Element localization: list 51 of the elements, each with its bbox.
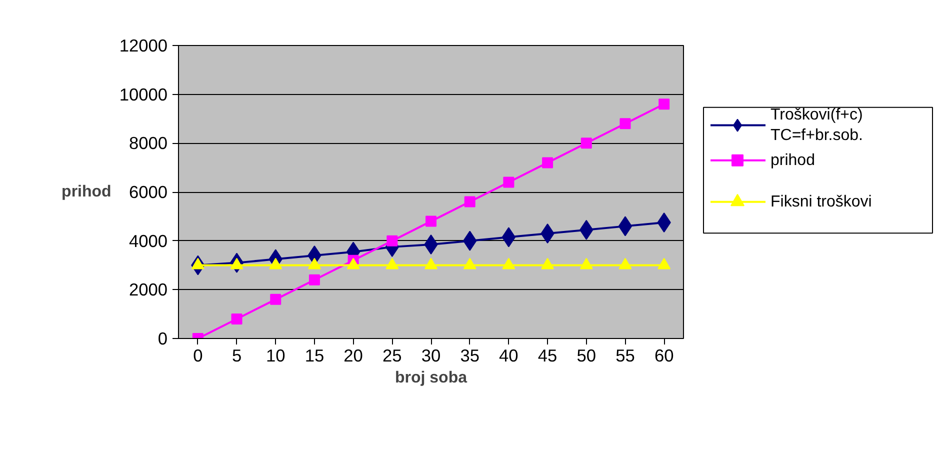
point bbox=[191, 258, 204, 270]
legend-label: prihod bbox=[770, 152, 815, 169]
point bbox=[424, 258, 438, 270]
point bbox=[503, 176, 514, 188]
point bbox=[464, 196, 476, 208]
x-axis-title: broj soba bbox=[394, 370, 468, 386]
y-tick-label: 4000 bbox=[128, 230, 168, 251]
point bbox=[270, 294, 282, 305]
x-tick-label: 50 bbox=[576, 346, 596, 366]
point bbox=[658, 98, 670, 110]
y-tick-label: 0 bbox=[158, 328, 168, 348]
y-tick-label: 10000 bbox=[119, 84, 168, 104]
x-tick-label: 15 bbox=[304, 346, 324, 366]
point bbox=[580, 258, 593, 270]
x-tick-label: 45 bbox=[538, 346, 558, 366]
x-tick-label: 30 bbox=[421, 346, 441, 366]
point bbox=[386, 258, 399, 270]
x-tick-label: 55 bbox=[616, 346, 635, 366]
point bbox=[426, 216, 436, 227]
x-tick-label: 35 bbox=[460, 346, 480, 366]
x-tick-label: 25 bbox=[382, 346, 402, 366]
point bbox=[542, 157, 554, 168]
y-tick-label: 8000 bbox=[128, 133, 168, 154]
point bbox=[541, 258, 554, 270]
point bbox=[230, 258, 244, 270]
y-axis-title: prihod bbox=[62, 184, 112, 200]
x-tick-label: 0 bbox=[193, 346, 203, 366]
point bbox=[502, 227, 516, 248]
point bbox=[231, 313, 242, 324]
y-tick-label: 12000 bbox=[119, 36, 168, 56]
x-tick-label: 5 bbox=[232, 346, 242, 366]
point bbox=[308, 274, 320, 286]
legend-label: Troškovi(f+c) TC=f+br.sob. bbox=[770, 106, 863, 144]
x-tick-label: 60 bbox=[654, 346, 674, 366]
x-tick-label: 40 bbox=[499, 346, 518, 366]
x-tick-label: 10 bbox=[266, 346, 286, 366]
point bbox=[618, 216, 632, 236]
point bbox=[618, 258, 632, 270]
point bbox=[463, 258, 476, 270]
point bbox=[658, 258, 671, 270]
point bbox=[308, 258, 321, 270]
point bbox=[580, 138, 592, 149]
point bbox=[502, 258, 516, 270]
x-tick-label: 20 bbox=[344, 346, 363, 366]
y-tick-label: 2000 bbox=[128, 280, 168, 300]
point bbox=[386, 235, 398, 246]
y-tick-label: 6000 bbox=[128, 182, 168, 202]
point bbox=[269, 258, 282, 270]
point bbox=[346, 258, 360, 270]
point bbox=[620, 118, 631, 130]
legend-label: Fiksni troškovi bbox=[770, 193, 872, 210]
